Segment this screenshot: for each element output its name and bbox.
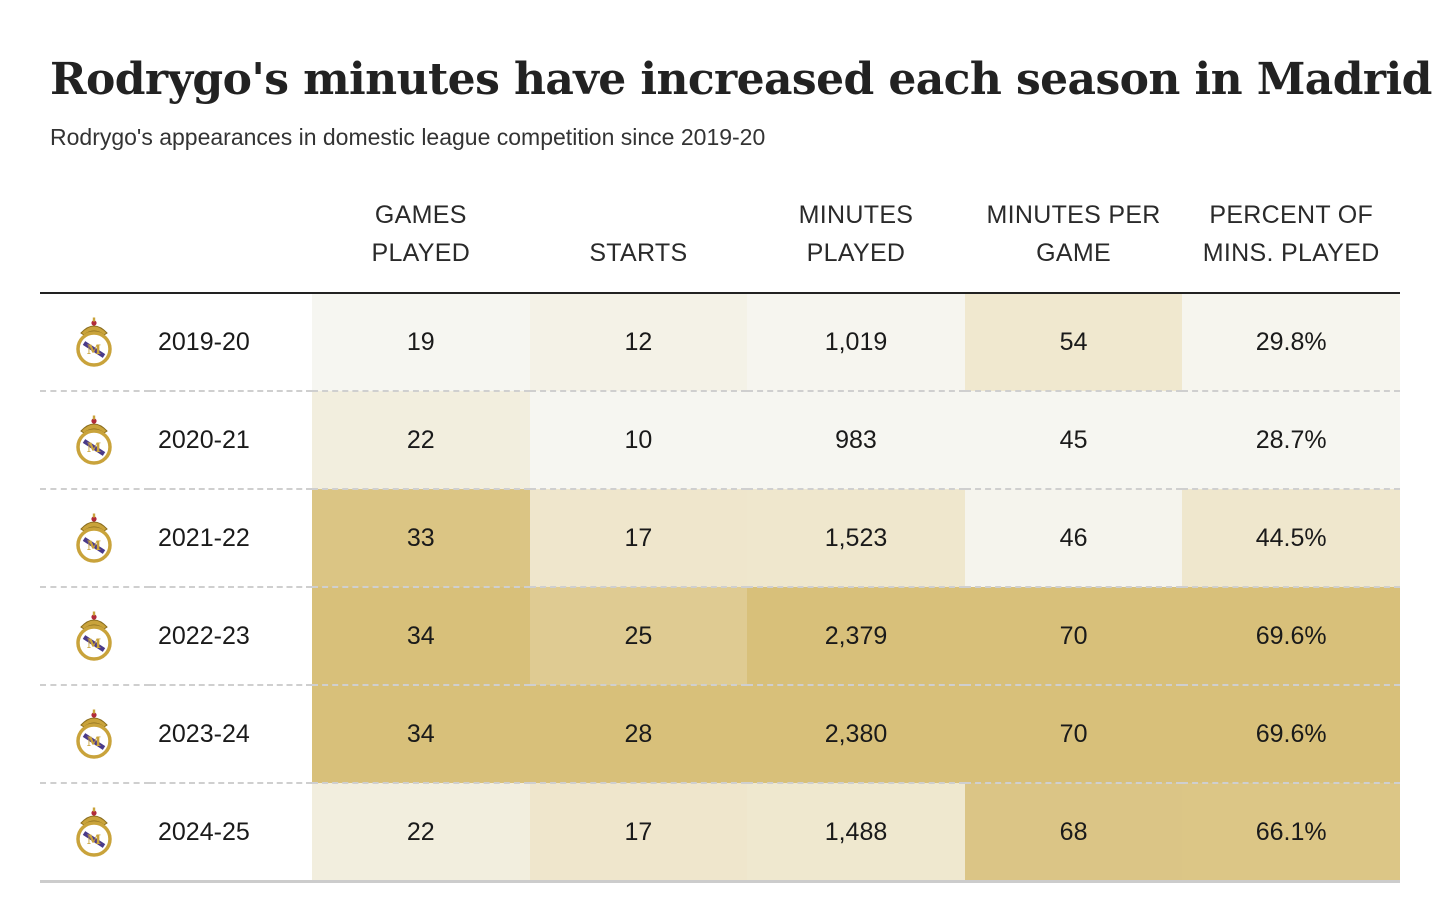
header-line: PERCENT OF — [1209, 201, 1374, 229]
header-percent-mins-played: PERCENT OF MINS. PLAYED — [1182, 176, 1400, 294]
season-label: 2020-21 — [150, 391, 312, 490]
svg-text:M: M — [87, 833, 101, 848]
crest-cell: M — [40, 587, 150, 686]
cell-starts: 10 — [529, 391, 748, 490]
stats-table: GAMES PLAYED STARTS MINUTES PLAYED MINUT… — [40, 176, 1400, 883]
crest-cell: M — [40, 391, 150, 490]
header-starts: STARTS — [529, 176, 748, 294]
cell-minutes: 2,380 — [747, 685, 965, 784]
svg-text:M: M — [87, 735, 101, 750]
cell-starts: 17 — [529, 489, 748, 588]
table-row: M 2024-25 22 17 1,488 68 66.1% — [40, 783, 1400, 883]
svg-text:M: M — [87, 539, 101, 554]
real-madrid-crest-icon: M — [72, 806, 150, 858]
cell-pct: 66.1% — [1182, 783, 1400, 883]
header-logo-cell — [40, 176, 150, 294]
cell-starts: 12 — [529, 293, 748, 392]
cell-games: 34 — [312, 685, 530, 784]
real-madrid-crest-icon: M — [72, 708, 150, 760]
cell-minutes: 1,523 — [747, 489, 965, 588]
cell-mpg: 54 — [964, 293, 1183, 392]
cell-starts: 28 — [529, 685, 748, 784]
cell-minutes: 2,379 — [747, 587, 965, 686]
cell-mpg: 68 — [964, 783, 1183, 883]
stats-table-container: GAMES PLAYED STARTS MINUTES PLAYED MINUT… — [40, 176, 1400, 883]
cell-minutes: 1,488 — [747, 783, 965, 883]
cell-games: 33 — [312, 489, 530, 588]
header-line: MINUTES — [798, 201, 914, 229]
cell-games: 19 — [312, 293, 530, 392]
svg-text:M: M — [87, 637, 101, 652]
season-label: 2022-23 — [150, 587, 312, 686]
table-row: M 2023-24 34 28 2,380 70 69.6% — [40, 685, 1400, 784]
header-line: MINUTES PER — [986, 201, 1161, 229]
cell-games: 22 — [312, 783, 530, 883]
cell-mpg: 70 — [964, 685, 1183, 784]
cell-mpg: 45 — [964, 391, 1183, 490]
svg-text:M: M — [87, 343, 101, 358]
real-madrid-crest-icon: M — [72, 414, 150, 466]
season-label: 2021-22 — [150, 489, 312, 588]
cell-mpg: 46 — [964, 489, 1183, 588]
crest-cell: M — [40, 489, 150, 588]
header-minutes-per-game: MINUTES PER GAME — [964, 176, 1183, 294]
cell-pct: 44.5% — [1182, 489, 1400, 588]
header-line: MINS. PLAYED — [1202, 239, 1380, 267]
header-season-cell — [150, 176, 312, 294]
cell-games: 22 — [312, 391, 530, 490]
cell-pct: 29.8% — [1182, 293, 1400, 392]
header-line: PLAYED — [371, 239, 471, 267]
real-madrid-crest-icon: M — [72, 316, 150, 368]
cell-starts: 17 — [529, 783, 748, 883]
cell-minutes: 1,019 — [747, 293, 965, 392]
header-minutes-played: MINUTES PLAYED — [747, 176, 965, 294]
table-row: M 2021-22 33 17 1,523 46 44.5% — [40, 489, 1400, 588]
header-games-played: GAMES PLAYED — [312, 176, 530, 294]
cell-pct: 69.6% — [1182, 587, 1400, 686]
cell-games: 34 — [312, 587, 530, 686]
crest-cell: M — [40, 783, 150, 883]
real-madrid-crest-icon: M — [72, 512, 150, 564]
table-row: M 2019-20 19 12 1,019 54 29.8% — [40, 293, 1400, 392]
cell-pct: 69.6% — [1182, 685, 1400, 784]
cell-pct: 28.7% — [1182, 391, 1400, 490]
season-label: 2019-20 — [150, 293, 312, 392]
crest-cell: M — [40, 685, 150, 784]
chart-title: Rodrygo's minutes have increased each se… — [50, 54, 1432, 105]
cell-mpg: 70 — [964, 587, 1183, 686]
table-header-row: GAMES PLAYED STARTS MINUTES PLAYED MINUT… — [40, 176, 1400, 294]
season-label: 2024-25 — [150, 783, 312, 883]
header-line: GAMES — [374, 201, 467, 229]
table-row: M 2022-23 34 25 2,379 70 69.6% — [40, 587, 1400, 686]
header-line: STARTS — [589, 239, 688, 267]
chart-subtitle: Rodrygo's appearances in domestic league… — [50, 124, 766, 150]
header-line: GAME — [1036, 239, 1111, 267]
cell-starts: 25 — [529, 587, 748, 686]
real-madrid-crest-icon: M — [72, 610, 150, 662]
cell-minutes: 983 — [747, 391, 965, 490]
table-body: M 2019-20 19 12 1,019 54 29.8% M 2020-21 22 10 983 4… — [40, 293, 1400, 883]
crest-cell: M — [40, 293, 150, 392]
table-row: M 2020-21 22 10 983 45 28.7% — [40, 391, 1400, 490]
svg-text:M: M — [87, 441, 101, 456]
season-label: 2023-24 — [150, 685, 312, 784]
header-line: PLAYED — [806, 239, 906, 267]
